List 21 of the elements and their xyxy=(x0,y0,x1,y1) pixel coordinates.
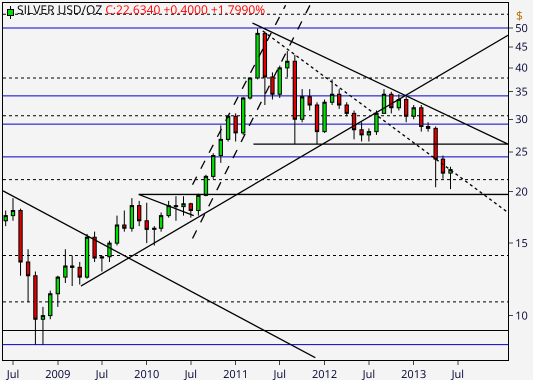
x-tick-label: Jul xyxy=(184,367,198,380)
y-tick-label: 15 xyxy=(515,236,528,251)
y-tick-label: 30 xyxy=(515,112,528,128)
x-tick-label: Jul xyxy=(94,367,108,380)
x-tick-label: 2011 xyxy=(223,367,248,380)
x-tick-label: 2009 xyxy=(45,367,70,380)
chart-title: SILVER USD/OZ xyxy=(17,1,102,18)
x-tick-label: 2013 xyxy=(401,367,426,380)
x-tick-label: Jul xyxy=(362,367,376,380)
x-tick-label: Jul xyxy=(450,367,464,380)
y-tick-label: 25 xyxy=(515,144,528,160)
y-tick-label: 10 xyxy=(515,308,528,324)
y-tick-label: 45 xyxy=(515,40,528,55)
y-tick-label: 40 xyxy=(515,60,528,76)
y-tick-label: 35 xyxy=(515,84,528,100)
x-tick-label: Jul xyxy=(6,367,20,380)
x-tick-label: 2010 xyxy=(134,367,160,380)
x-tick-label: 2012 xyxy=(312,367,338,380)
chart-subtitle: C:22.6340 +0.4000 +1.7990% xyxy=(105,1,266,18)
y-tick-label: 20 xyxy=(515,184,528,200)
x-tick-label: Jul xyxy=(272,367,286,380)
